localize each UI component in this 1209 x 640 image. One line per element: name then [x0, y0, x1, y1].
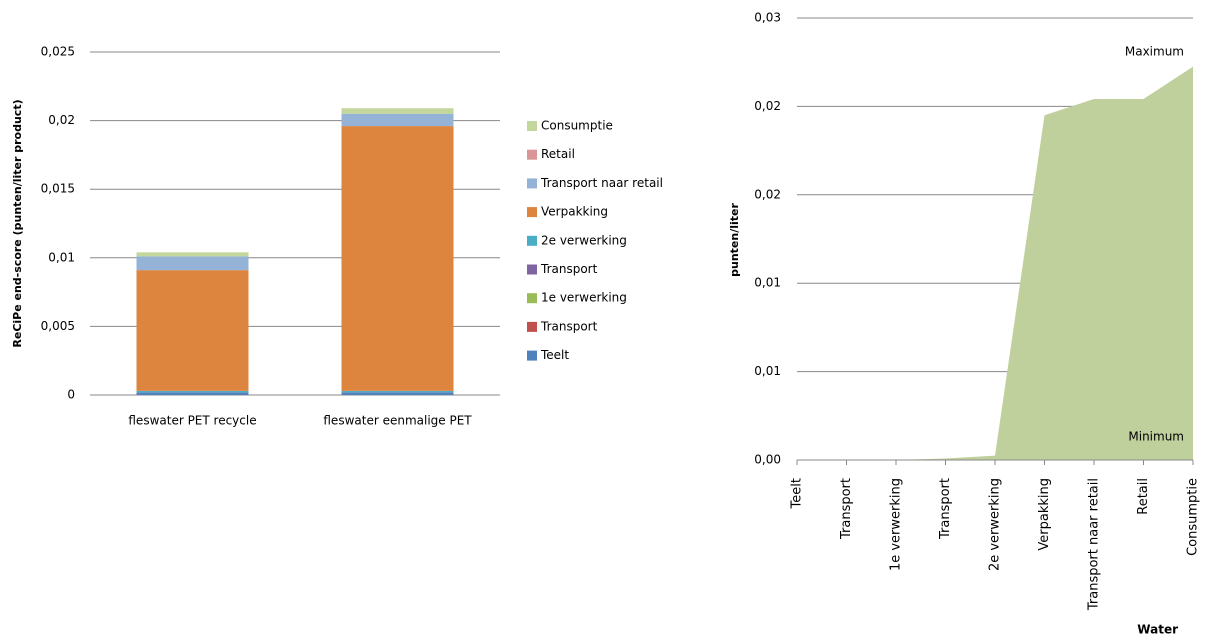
y-axis-label: punten/liter — [728, 203, 741, 277]
y-tick-label: 0,005 — [41, 319, 75, 333]
x-tick-label: Transport naar retail — [1087, 478, 1102, 611]
x-tick-label: Retail — [1136, 478, 1151, 515]
y-axis-label: ReCiPe end-score (punten/liter product) — [11, 99, 24, 347]
y-tick-label: 0,01 — [754, 364, 781, 378]
bar-segment — [341, 390, 454, 393]
x-tick-label: 1e verwerking — [889, 478, 904, 571]
legend-swatch — [527, 121, 537, 131]
area — [797, 66, 1193, 461]
x-tick-label: Transport — [839, 478, 854, 540]
x-tick-label: Verpakking — [1037, 478, 1052, 551]
bar-segment — [341, 392, 454, 395]
x-axis-label: Water — [1137, 623, 1178, 637]
legend-swatch — [527, 350, 537, 361]
x-tick-label: 2e verwerking — [988, 478, 1003, 571]
bar-segment — [136, 392, 249, 395]
legend-label: Retail — [541, 147, 575, 161]
legend-label: 2e verwerking — [541, 233, 627, 247]
legend-swatch — [527, 235, 537, 246]
x-tick-label: fleswater eenmalige PET — [323, 414, 472, 428]
y-tick-label: 0,015 — [41, 182, 75, 196]
y-tick-label: 0,00 — [754, 453, 781, 467]
legend-label: Verpakking — [541, 205, 608, 219]
bar-segment — [136, 390, 249, 393]
y-tick-label: 0,01 — [48, 250, 75, 264]
y-tick-label: 0,01 — [754, 276, 781, 290]
legend-swatch — [527, 178, 537, 189]
legend-label: Transport — [540, 262, 598, 276]
legend-swatch — [527, 321, 537, 332]
y-tick-label: 0,03 — [754, 11, 781, 25]
legend-label: Transport — [540, 319, 598, 333]
legend-label: Transport naar retail — [540, 176, 663, 190]
x-tick-label: fleswater PET recycle — [128, 414, 256, 428]
legend-label: Teelt — [540, 348, 569, 362]
legend-swatch — [527, 293, 537, 304]
bar-segment — [136, 252, 249, 257]
annotation: Minimum — [1128, 430, 1184, 444]
y-tick-label: 0,02 — [754, 187, 781, 201]
bar-segment — [341, 126, 454, 391]
bar-segment — [136, 256, 249, 271]
x-tick-label: Transport — [938, 478, 953, 540]
y-tick-label: 0 — [67, 388, 75, 402]
bar-segment — [341, 113, 454, 127]
bar-segment — [341, 108, 454, 114]
y-tick-label: 0,025 — [41, 45, 75, 59]
x-tick-label: Teelt — [790, 478, 805, 509]
legend-label: Consumptie — [541, 119, 613, 133]
x-tick-label: Consumptie — [1186, 478, 1201, 556]
annotation: Maximum — [1125, 45, 1184, 59]
bar-segment — [136, 270, 249, 391]
legend-swatch — [527, 149, 537, 160]
legend-swatch — [527, 264, 537, 275]
legend-label: 1e verwerking — [541, 291, 627, 305]
y-tick-label: 0,02 — [48, 113, 75, 127]
legend-swatch — [527, 207, 537, 218]
y-tick-label: 0,02 — [754, 99, 781, 113]
